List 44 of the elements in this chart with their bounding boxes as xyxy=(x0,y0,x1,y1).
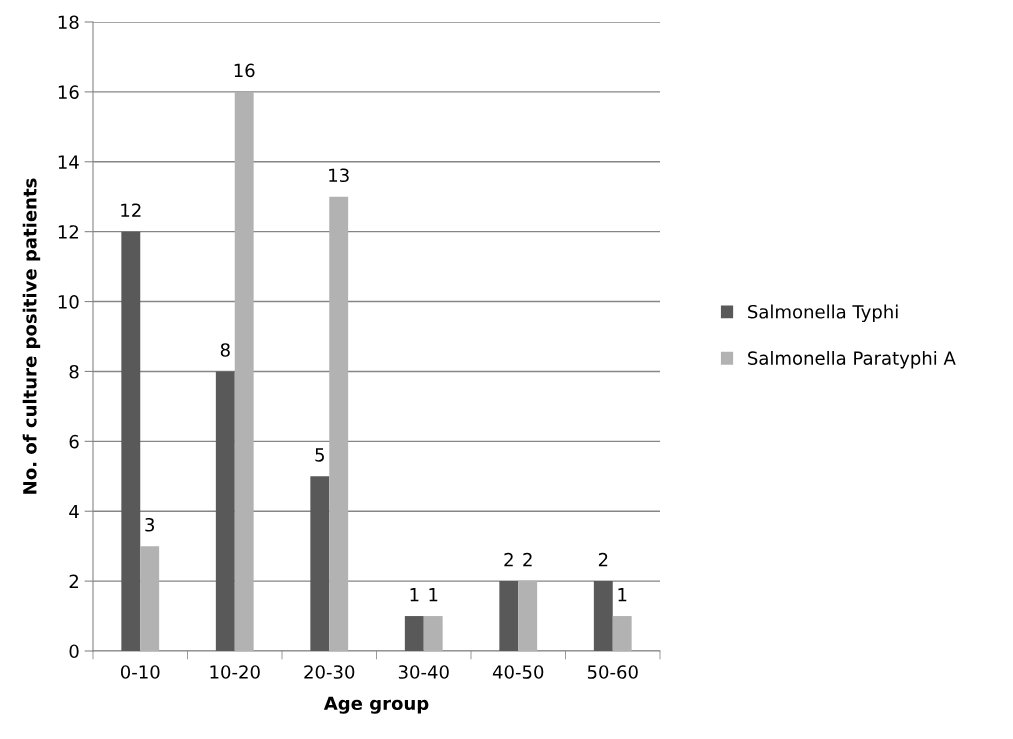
x-tick-label: 40-50 xyxy=(492,665,544,679)
data-label: 1 xyxy=(410,588,419,602)
legend-label: Salmonella Typhi xyxy=(748,304,898,323)
y-tick-label: 0 xyxy=(69,644,79,659)
y-tick-label: 4 xyxy=(69,504,79,519)
data-label: 2 xyxy=(504,552,513,567)
bar xyxy=(310,476,330,651)
data-label: 3 xyxy=(145,517,154,532)
y-tick-label: 14 xyxy=(58,155,79,169)
data-label: 13 xyxy=(329,168,349,183)
data-label: 8 xyxy=(220,343,230,357)
data-label: 2 xyxy=(523,552,532,567)
data-label: 12 xyxy=(121,203,141,217)
bar xyxy=(234,91,254,651)
data-label: 5 xyxy=(315,448,324,462)
y-tick-label: 2 xyxy=(69,574,78,588)
data-label: 2 xyxy=(598,552,608,567)
bar xyxy=(612,616,632,651)
x-tick-label: 50-60 xyxy=(587,665,638,679)
y-axis-title: No. of culture positive patients xyxy=(22,178,41,494)
y-tick-label: 18 xyxy=(58,15,79,30)
bar xyxy=(329,196,349,651)
bar xyxy=(121,231,141,651)
bar xyxy=(499,581,519,651)
y-tick-label: 6 xyxy=(69,434,79,449)
data-label: 1 xyxy=(429,588,438,602)
bar xyxy=(215,371,235,651)
x-tick-label: 30-40 xyxy=(398,665,449,679)
bar xyxy=(423,616,443,651)
data-label: 16 xyxy=(234,63,255,78)
bar xyxy=(518,581,538,651)
y-tick-label: 16 xyxy=(58,85,79,100)
y-tick-label: 10 xyxy=(58,295,79,309)
x-axis-title: Age group xyxy=(323,696,429,714)
bar xyxy=(140,546,160,651)
bar xyxy=(593,581,613,651)
x-tick-label: 20-30 xyxy=(304,665,355,679)
x-tick-label: 10-20 xyxy=(210,665,260,679)
y-tick-label: 8 xyxy=(69,364,79,379)
x-tick-label: 0-10 xyxy=(120,665,160,679)
data-label: 1 xyxy=(618,588,627,602)
y-tick-label: 12 xyxy=(58,225,78,239)
bar xyxy=(404,616,424,651)
legend-label: Salmonella Paratyphi A xyxy=(748,350,956,369)
